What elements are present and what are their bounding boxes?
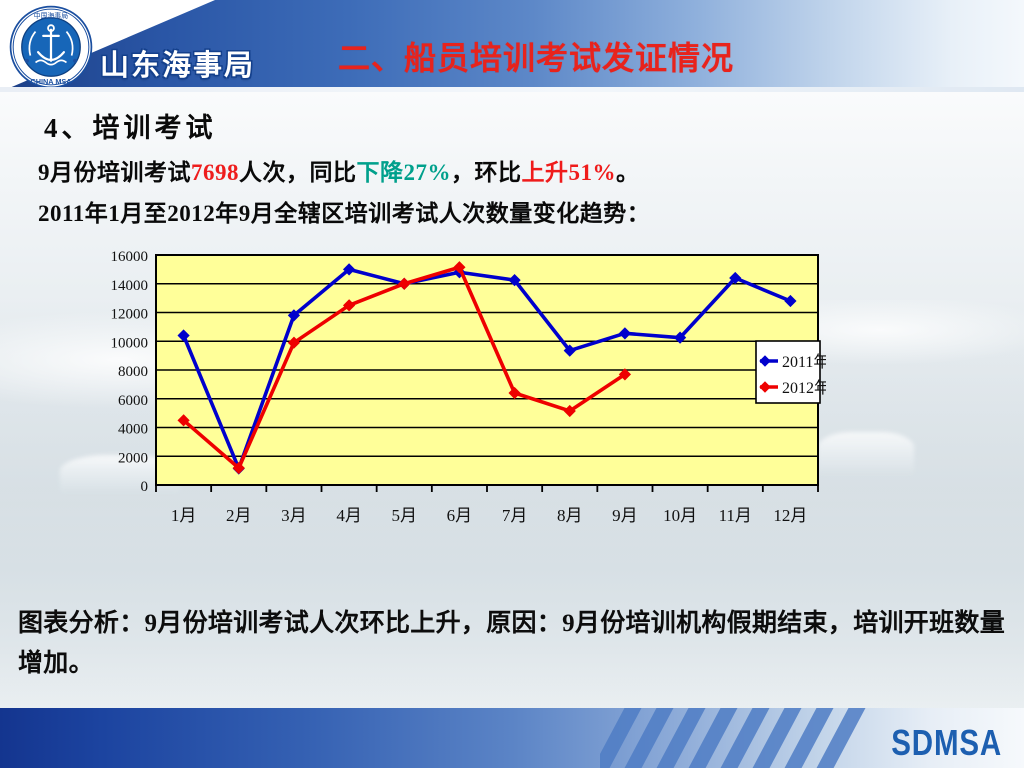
background-ship-right	[818, 432, 914, 476]
x-axis-tick-label: 2月	[226, 506, 252, 525]
series-line	[181, 267, 793, 471]
y-axis-tick-label: 0	[141, 479, 149, 495]
data-point-marker	[177, 329, 190, 342]
data-point-marker	[232, 461, 245, 475]
data-point-marker	[729, 271, 742, 285]
data-point-marker	[759, 381, 771, 393]
training-trend-chart: 0 2000 4000 6000 8000 10000 12000 14000 16000 1月 2…	[96, 243, 827, 563]
x-axis-tick-label: 8月	[557, 506, 583, 525]
x-axis-tick-label: 5月	[392, 506, 418, 525]
data-point-marker	[563, 344, 576, 357]
x-axis-tick-label: 10月	[663, 506, 697, 525]
data-point-marker	[342, 263, 356, 276]
data-point-marker	[287, 309, 301, 322]
data-point-marker	[618, 368, 632, 381]
footer-banner: SDMSA	[0, 690, 1024, 768]
x-axis-tick-label: 4月	[336, 506, 362, 525]
summary-line-1: 9月份培训考试7698人次，同比下降27%，环比上升51%。	[38, 153, 640, 187]
svg-text:CHINA MSA: CHINA MSA	[30, 77, 72, 86]
china-msa-emblem-icon: 中国海事局 CHINA MSA	[9, 5, 93, 89]
chart-legend: 2011年 2012年	[755, 340, 826, 404]
training-count-value: 7698	[191, 160, 239, 185]
analysis-text: 图表分析：9月份培训考试人次环比上升，原因：9月份培训机构假期结束，培训开班数量…	[18, 610, 1006, 677]
data-point-marker	[759, 355, 771, 367]
data-point-marker	[398, 277, 411, 290]
yoy-decline-value: 下降27%	[356, 160, 451, 185]
data-point-marker	[287, 336, 301, 349]
section-heading: 4、培训考试	[44, 113, 217, 143]
x-axis-tick-label: 1月	[171, 506, 197, 525]
mom-rise-value: 上升51%	[521, 160, 616, 185]
organization-name: 山东海事局	[100, 50, 256, 82]
data-point-marker	[618, 327, 632, 340]
y-axis-tick-label: 8000	[118, 364, 148, 380]
footer-logo-text: SDMSA	[891, 722, 1002, 763]
data-point-marker	[508, 386, 521, 400]
chart-canvas: 0 2000 4000 6000 8000 10000 12000 14000 16000 1月 2…	[111, 249, 827, 525]
summary-text-part3: ，环比	[451, 160, 522, 185]
legend-label: 2012年	[782, 379, 826, 397]
x-axis-tick-label: 6月	[447, 506, 473, 525]
legend-label: 2011年	[782, 353, 826, 371]
y-axis-tick-label: 10000	[111, 335, 149, 351]
y-axis-tick-label: 14000	[111, 278, 149, 294]
summary-line-2: 2011年1月至2012年9月全辖区培训考试人次数量变化趋势：	[38, 201, 651, 226]
header-banner: 中国海事局 CHINA MSA 山东海事局 二、船员培训考试发证情况	[0, 0, 1024, 92]
x-axis-tick-label: 12月	[773, 506, 807, 525]
summary-text-part2: 人次，同比	[239, 160, 357, 185]
svg-text:中国海事局: 中国海事局	[34, 11, 69, 20]
x-axis-tick-label: 9月	[612, 506, 638, 525]
legend-box	[755, 340, 821, 404]
y-axis-tick-label: 4000	[118, 422, 148, 438]
y-axis-tick-label: 2000	[118, 450, 148, 466]
summary-text-part1: 9月份培训考试	[38, 160, 191, 185]
summary-text-part4: 。	[616, 160, 640, 185]
x-axis-tick-label: 7月	[502, 506, 528, 525]
x-axis-tick-label: 3月	[281, 506, 307, 525]
data-point-marker	[453, 261, 466, 274]
y-axis-tick-label: 6000	[118, 393, 148, 409]
header-divider	[0, 87, 1024, 92]
page-title: 二、船员培训考试发证情况	[338, 40, 735, 76]
x-axis-tick-label: 11月	[719, 506, 752, 525]
data-point-marker	[508, 274, 521, 287]
data-point-marker	[673, 331, 687, 344]
y-axis-tick-label: 16000	[111, 249, 149, 265]
data-point-marker	[784, 294, 797, 308]
y-axis-tick-label: 12000	[111, 307, 149, 323]
data-point-marker	[177, 414, 190, 427]
data-point-marker	[342, 299, 356, 312]
data-point-marker	[563, 404, 576, 418]
